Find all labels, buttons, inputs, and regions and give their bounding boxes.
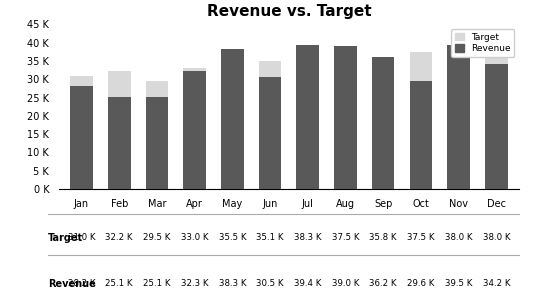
Text: 38.0 K: 38.0 K	[445, 233, 472, 242]
Title: Revenue vs. Target: Revenue vs. Target	[207, 4, 371, 19]
Text: 25.1 K: 25.1 K	[143, 279, 171, 288]
Text: 35.5 K: 35.5 K	[219, 233, 246, 242]
Text: 32.3 K: 32.3 K	[181, 279, 208, 288]
Text: 39.5 K: 39.5 K	[445, 279, 472, 288]
Text: 38.3 K: 38.3 K	[294, 233, 322, 242]
Text: 29.5 K: 29.5 K	[143, 233, 171, 242]
Bar	[184, 68, 206, 189]
Text: 39.4 K: 39.4 K	[294, 279, 322, 288]
Text: 34.2 K: 34.2 K	[483, 279, 510, 288]
Text: 36.2 K: 36.2 K	[370, 279, 397, 288]
Text: 30.5 K: 30.5 K	[256, 279, 284, 288]
Text: 37.5 K: 37.5 K	[332, 233, 359, 242]
Bar	[334, 52, 357, 189]
Text: Revenue: Revenue	[48, 279, 96, 289]
Bar	[372, 58, 394, 189]
Bar	[221, 49, 243, 189]
Bar	[447, 45, 470, 189]
Text: 37.5 K: 37.5 K	[407, 233, 434, 242]
Bar	[184, 71, 206, 189]
Bar	[108, 97, 131, 189]
Text: 29.6 K: 29.6 K	[407, 279, 434, 288]
Bar	[485, 50, 508, 189]
Text: 35.1 K: 35.1 K	[256, 233, 284, 242]
Text: 39.0 K: 39.0 K	[332, 279, 359, 288]
Bar	[259, 61, 281, 189]
Bar	[296, 49, 319, 189]
Bar	[70, 86, 93, 189]
Bar	[410, 81, 432, 189]
Text: 38.3 K: 38.3 K	[219, 279, 246, 288]
Bar	[259, 77, 281, 189]
Text: Target: Target	[48, 233, 83, 243]
Bar	[334, 46, 357, 189]
Bar	[221, 59, 243, 189]
Text: 25.1 K: 25.1 K	[105, 279, 133, 288]
Bar	[146, 97, 168, 189]
Bar	[372, 57, 394, 189]
Text: 33.0 K: 33.0 K	[181, 233, 208, 242]
Bar	[296, 45, 319, 189]
Bar	[410, 52, 432, 189]
Text: 38.0 K: 38.0 K	[483, 233, 510, 242]
Bar	[108, 71, 131, 189]
Bar	[485, 64, 508, 189]
Bar	[447, 50, 470, 189]
Bar	[146, 81, 168, 189]
Legend: Target, Revenue: Target, Revenue	[452, 29, 515, 57]
Bar	[70, 76, 93, 189]
Text: 31.0 K: 31.0 K	[68, 233, 95, 242]
Text: 35.8 K: 35.8 K	[370, 233, 397, 242]
Text: 28.2 K: 28.2 K	[68, 279, 95, 288]
Text: 32.2 K: 32.2 K	[105, 233, 133, 242]
